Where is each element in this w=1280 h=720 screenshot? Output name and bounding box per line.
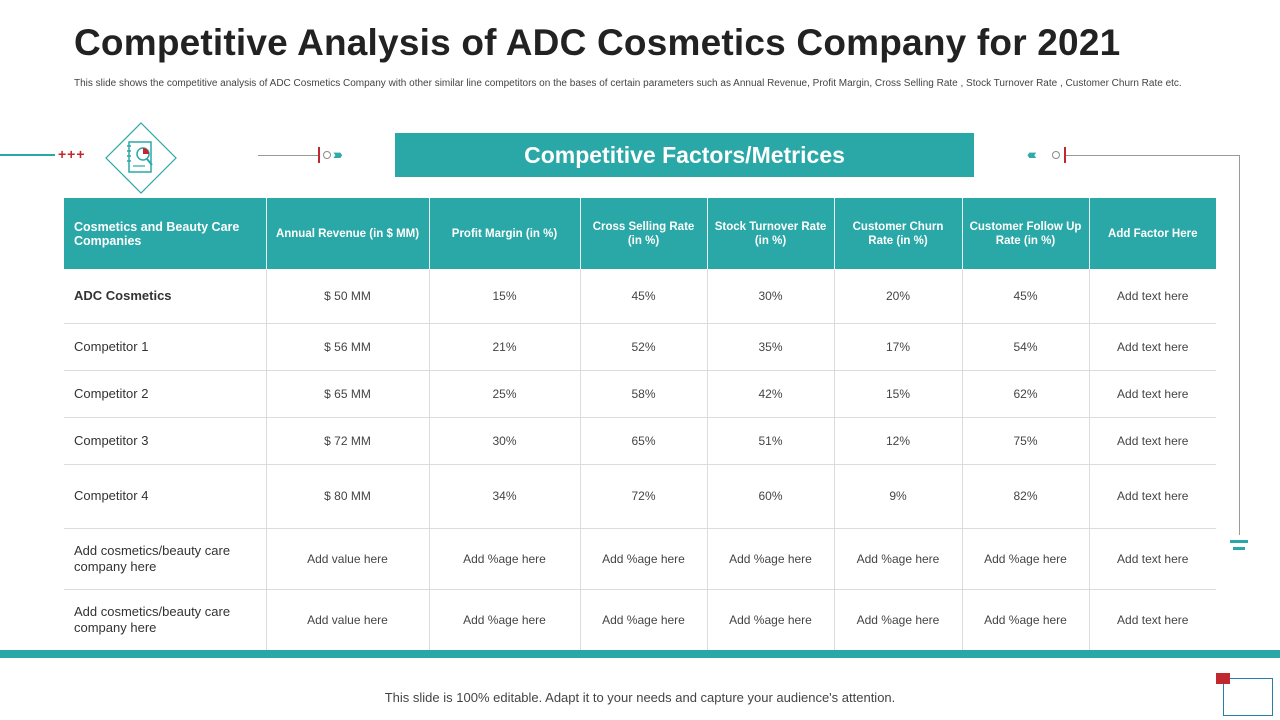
table-cell: Add %age here — [429, 589, 581, 651]
table-cell: 65% — [580, 417, 708, 465]
table-cell: Add %age here — [834, 589, 963, 651]
table-cell: Add value here — [266, 528, 430, 590]
left-circle — [323, 151, 331, 159]
table-cell: 42% — [707, 370, 835, 418]
left-teal-connector — [0, 154, 55, 156]
left-gray-connector — [258, 155, 318, 156]
table-cell: 25% — [429, 370, 581, 418]
right-vertical-connector — [1239, 155, 1240, 535]
header-cross-selling-rate: Cross Selling Rate (in %) — [580, 198, 708, 269]
corner-decoration-box — [1223, 678, 1273, 716]
table-cell: Add %age here — [962, 589, 1090, 651]
table-cell: 20% — [834, 269, 963, 324]
header-customer-churn-rate: Customer Churn Rate (in %) — [834, 198, 963, 269]
table-cell: $ 56 MM — [266, 323, 430, 371]
table-cell: Add %age here — [580, 589, 708, 651]
table-row: Competitor 2 $ 65 MM 25% 58% 42% 15% 62%… — [64, 370, 1216, 418]
plus-icon: +++ — [58, 146, 86, 162]
table-cell: Add %age here — [834, 528, 963, 590]
table-cell: 9% — [834, 464, 963, 529]
table-row: Add cosmetics/beauty care company here A… — [64, 528, 1216, 590]
table-row: Competitor 1 $ 56 MM 21% 52% 35% 17% 54%… — [64, 323, 1216, 371]
table-cell: 15% — [429, 269, 581, 324]
bottom-accent-bar — [0, 650, 1280, 658]
header-profit-margin: Profit Margin (in %) — [429, 198, 581, 269]
table-cell: 35% — [707, 323, 835, 371]
table-cell: 52% — [580, 323, 708, 371]
table-cell: 17% — [834, 323, 963, 371]
table-header-row: Cosmetics and Beauty Care Companies Annu… — [64, 198, 1216, 269]
table-cell: 51% — [707, 417, 835, 465]
table-cell: 30% — [707, 269, 835, 324]
table-row: Competitor 3 $ 72 MM 30% 65% 51% 12% 75%… — [64, 417, 1216, 465]
table-row: Add cosmetics/beauty care company here A… — [64, 589, 1216, 651]
table-cell: Add text here — [1089, 464, 1216, 529]
table-cell: 34% — [429, 464, 581, 529]
table-cell: $ 72 MM — [266, 417, 430, 465]
right-gray-connector — [1066, 155, 1239, 156]
header-stock-turnover-rate: Stock Turnover Rate (in %) — [707, 198, 835, 269]
table-cell: Add text here — [1089, 528, 1216, 590]
table-cell: 54% — [962, 323, 1090, 371]
company-cell: ADC Cosmetics — [64, 269, 267, 324]
company-cell: Competitor 1 — [64, 323, 267, 371]
left-red-marker — [318, 147, 320, 163]
right-circle — [1052, 151, 1060, 159]
header-annual-revenue: Annual Revenue (in $ MM) — [266, 198, 430, 269]
table-cell: Add text here — [1089, 323, 1216, 371]
table-cell: 45% — [580, 269, 708, 324]
table-cell: Add %age here — [962, 528, 1090, 590]
chevron-left-icon: ‹‹‹‹ — [1027, 146, 1037, 162]
table-cell: 30% — [429, 417, 581, 465]
competitive-analysis-table: Cosmetics and Beauty Care Companies Annu… — [64, 198, 1216, 651]
company-cell: Competitor 3 — [64, 417, 267, 465]
header-add-factor: Add Factor Here — [1089, 198, 1216, 269]
company-cell: Competitor 4 — [64, 464, 267, 529]
header-companies: Cosmetics and Beauty Care Companies — [64, 198, 267, 269]
table-cell: 60% — [707, 464, 835, 529]
header-customer-follow-up-rate: Customer Follow Up Rate (in %) — [962, 198, 1090, 269]
company-cell: Competitor 2 — [64, 370, 267, 418]
table-cell: Add %age here — [580, 528, 708, 590]
table-cell: 15% — [834, 370, 963, 418]
corner-red-square — [1216, 673, 1230, 684]
slide-subtitle: This slide shows the competitive analysi… — [74, 78, 1182, 89]
table-cell: 72% — [580, 464, 708, 529]
table-cell: 58% — [580, 370, 708, 418]
table-cell: $ 50 MM — [266, 269, 430, 324]
table-cell: 12% — [834, 417, 963, 465]
right-red-marker — [1064, 147, 1066, 163]
footer-note: This slide is 100% editable. Adapt it to… — [384, 690, 896, 705]
table-cell: 82% — [962, 464, 1090, 529]
slide-title: Competitive Analysis of ADC Cosmetics Co… — [74, 22, 1121, 63]
table-cell: 62% — [962, 370, 1090, 418]
chevron-right-icon: ›››› — [333, 146, 343, 162]
table-cell: Add text here — [1089, 370, 1216, 418]
table-cell: Add text here — [1089, 269, 1216, 324]
company-cell: Add cosmetics/beauty care company here — [64, 528, 267, 590]
company-cell: Add cosmetics/beauty care company here — [64, 589, 267, 651]
table-row: Competitor 4 $ 80 MM 34% 72% 60% 9% 82% … — [64, 464, 1216, 529]
table-cell: Add text here — [1089, 417, 1216, 465]
table-cell: Add %age here — [707, 589, 835, 651]
menu-lines-icon — [1230, 540, 1248, 554]
table-cell: 21% — [429, 323, 581, 371]
table-cell: Add %age here — [429, 528, 581, 590]
table-cell: Add value here — [266, 589, 430, 651]
table-row: ADC Cosmetics $ 50 MM 15% 45% 30% 20% 45… — [64, 269, 1216, 324]
table-cell: $ 65 MM — [266, 370, 430, 418]
metrics-banner: Competitive Factors/Metrices — [395, 133, 974, 177]
table-cell: 75% — [962, 417, 1090, 465]
table-cell: $ 80 MM — [266, 464, 430, 529]
table-cell: 45% — [962, 269, 1090, 324]
table-cell: Add %age here — [707, 528, 835, 590]
analysis-document-icon — [105, 122, 177, 194]
table-cell: Add text here — [1089, 589, 1216, 651]
